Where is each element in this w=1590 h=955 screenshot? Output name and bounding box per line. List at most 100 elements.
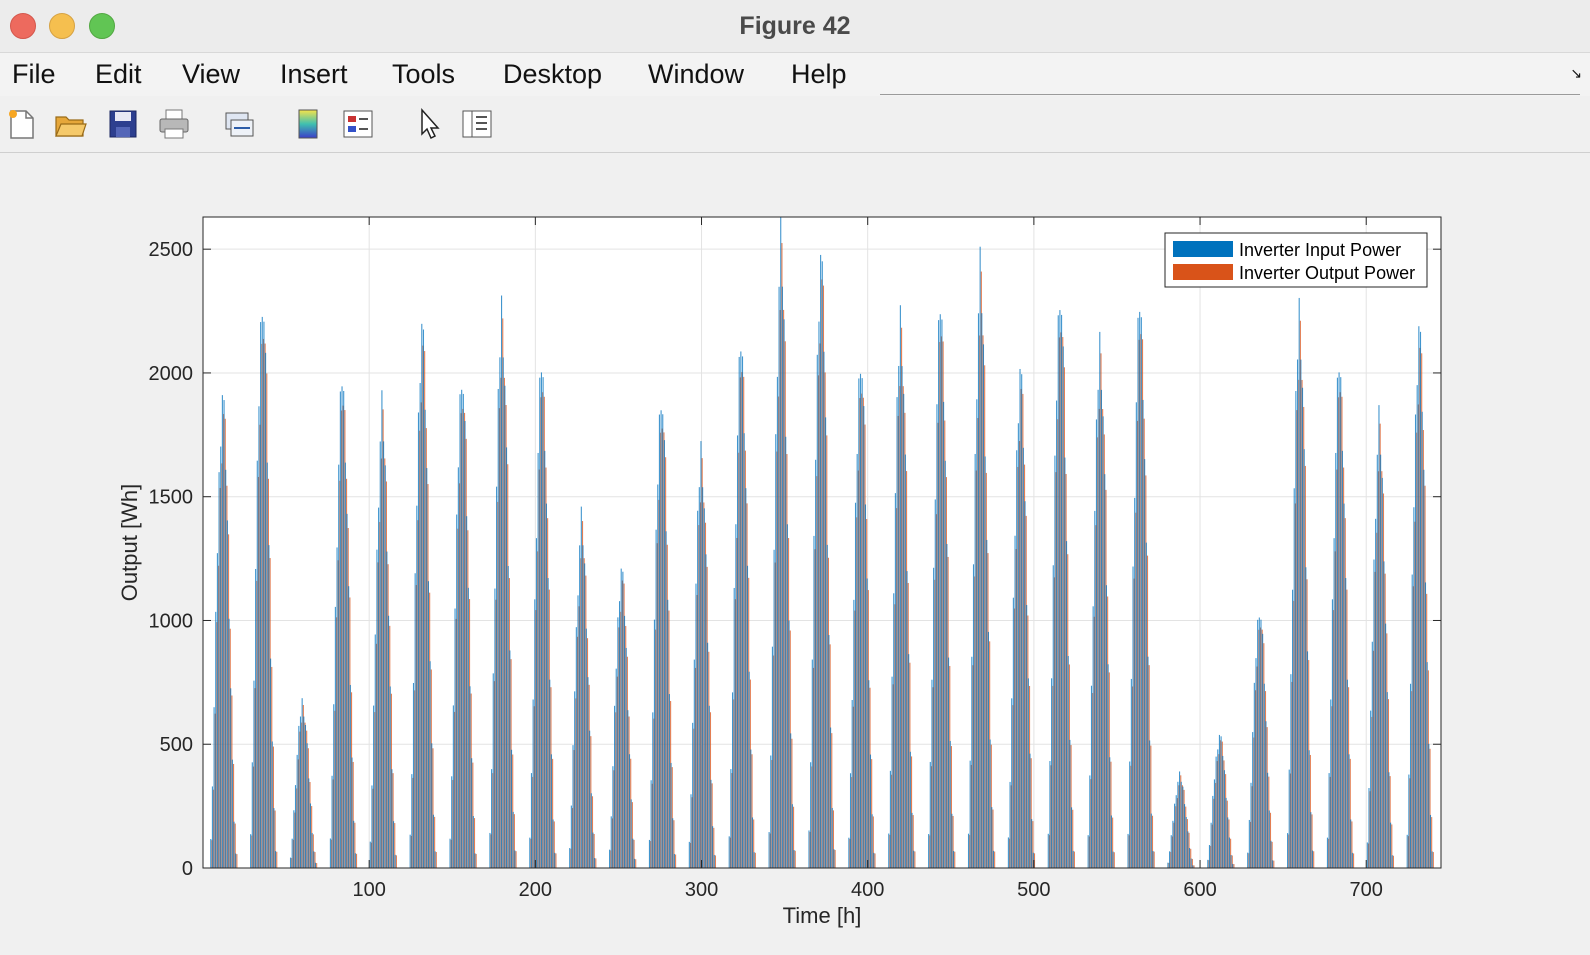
input-power-bar [861, 378, 863, 868]
input-power-bar [298, 725, 300, 868]
input-power-bar [454, 608, 456, 868]
input-power-bar [1207, 859, 1209, 868]
output-power-bar [352, 761, 354, 868]
output-power-bar [472, 762, 474, 868]
save-icon[interactable] [106, 107, 140, 141]
input-power-bar [1014, 535, 1016, 868]
y-tick-label: 2500 [149, 239, 194, 261]
input-power-bar [574, 691, 576, 868]
output-power-bar [1431, 817, 1433, 868]
input-power-bar [1378, 405, 1380, 868]
input-power-bar [1134, 497, 1136, 868]
input-power-bar [944, 460, 946, 868]
input-power-bar [894, 493, 896, 868]
input-power-bar [793, 850, 795, 868]
maximize-window-button[interactable] [89, 13, 115, 39]
menu-tools[interactable]: Tools [392, 59, 456, 89]
input-power-bar [534, 599, 536, 868]
input-power-bar [592, 832, 594, 868]
input-power-bar [672, 818, 674, 868]
colorbar-icon[interactable] [291, 107, 325, 141]
input-power-bar [1061, 314, 1063, 868]
input-power-bar [695, 583, 697, 868]
menu-window[interactable]: Window [648, 59, 745, 89]
output-power-bar [553, 821, 555, 868]
input-power-bar [741, 356, 744, 868]
output-power-bar [1112, 817, 1114, 868]
output-power-bar [1429, 748, 1431, 868]
input-power-bar [1253, 682, 1255, 868]
input-power-bar [981, 313, 983, 869]
input-power-bar [1190, 858, 1192, 868]
input-power-bar [338, 464, 340, 868]
input-power-bar [1185, 817, 1187, 868]
input-power-bar [1100, 389, 1103, 868]
input-power-bar [941, 319, 943, 868]
input-power-bar [550, 754, 552, 868]
input-power-bar [1215, 756, 1217, 868]
input-power-bar [231, 759, 233, 868]
input-power-bar [979, 246, 981, 868]
legend-icon[interactable] [341, 107, 375, 141]
input-power-bar [1132, 566, 1134, 868]
minimize-window-button[interactable] [49, 13, 75, 39]
input-power-bar [770, 755, 772, 868]
input-power-bar [532, 699, 534, 868]
input-power-bar [1262, 633, 1264, 868]
input-power-bar [1305, 567, 1307, 868]
input-power-bar [1328, 773, 1330, 868]
y-tick-label: 1500 [149, 487, 194, 509]
input-power-bar [1029, 753, 1031, 868]
input-power-bar [251, 762, 253, 868]
input-power-bar [1183, 804, 1186, 868]
property-inspector-icon[interactable] [460, 107, 494, 141]
input-power-bar [751, 817, 754, 868]
input-power-bar [891, 676, 893, 868]
input-power-bar [572, 745, 574, 868]
input-power-bar [1175, 795, 1177, 868]
input-power-bar [1150, 813, 1152, 868]
link-icon[interactable] [222, 107, 256, 141]
print-icon[interactable] [157, 107, 191, 141]
input-power-bar [210, 839, 212, 868]
input-power-bar [270, 658, 272, 868]
input-power-bar [271, 741, 273, 868]
output-power-bar [990, 744, 992, 868]
menu-insert[interactable]: Insert [280, 59, 348, 89]
output-power-bar [791, 738, 793, 868]
output-power-bar [1190, 848, 1192, 868]
open-file-icon[interactable] [53, 107, 87, 141]
input-power-bar [499, 357, 501, 868]
input-power-bar [1335, 452, 1337, 868]
menu-view[interactable]: View [182, 59, 241, 89]
input-power-bar [1137, 317, 1139, 868]
input-power-bar [831, 807, 833, 868]
bar-chart[interactable]: 100 200 300 400 500 600 700 0 500 1000 1500 2000 250… [0, 153, 1590, 950]
pointer-icon[interactable] [411, 107, 445, 141]
output-power-bar [753, 819, 755, 868]
input-power-bar [911, 812, 913, 868]
input-power-bar [864, 504, 867, 868]
input-power-bar [746, 565, 749, 868]
input-power-bar [256, 460, 258, 868]
new-figure-icon[interactable] [4, 107, 38, 141]
input-power-bar [708, 705, 710, 868]
menu-file[interactable]: File [12, 59, 56, 89]
input-power-bar [1223, 770, 1225, 868]
input-power-bar [539, 377, 541, 868]
output-power-bar [1311, 814, 1313, 868]
output-power-bar [673, 820, 675, 868]
menu-desktop[interactable]: Desktop [503, 59, 603, 89]
input-power-bar [1375, 518, 1377, 868]
input-power-bar [510, 749, 513, 868]
menu-edit[interactable]: Edit [95, 59, 142, 89]
input-power-bar [1105, 585, 1107, 868]
input-power-bar [422, 329, 425, 868]
input-power-bar [1287, 833, 1289, 868]
input-power-bar [471, 758, 473, 868]
close-window-button[interactable] [10, 13, 36, 39]
input-power-bar [1047, 833, 1049, 868]
menu-help[interactable]: Help [791, 59, 847, 89]
input-power-bar [943, 401, 945, 868]
dock-figure-icon[interactable]: ↘ [1570, 65, 1582, 81]
